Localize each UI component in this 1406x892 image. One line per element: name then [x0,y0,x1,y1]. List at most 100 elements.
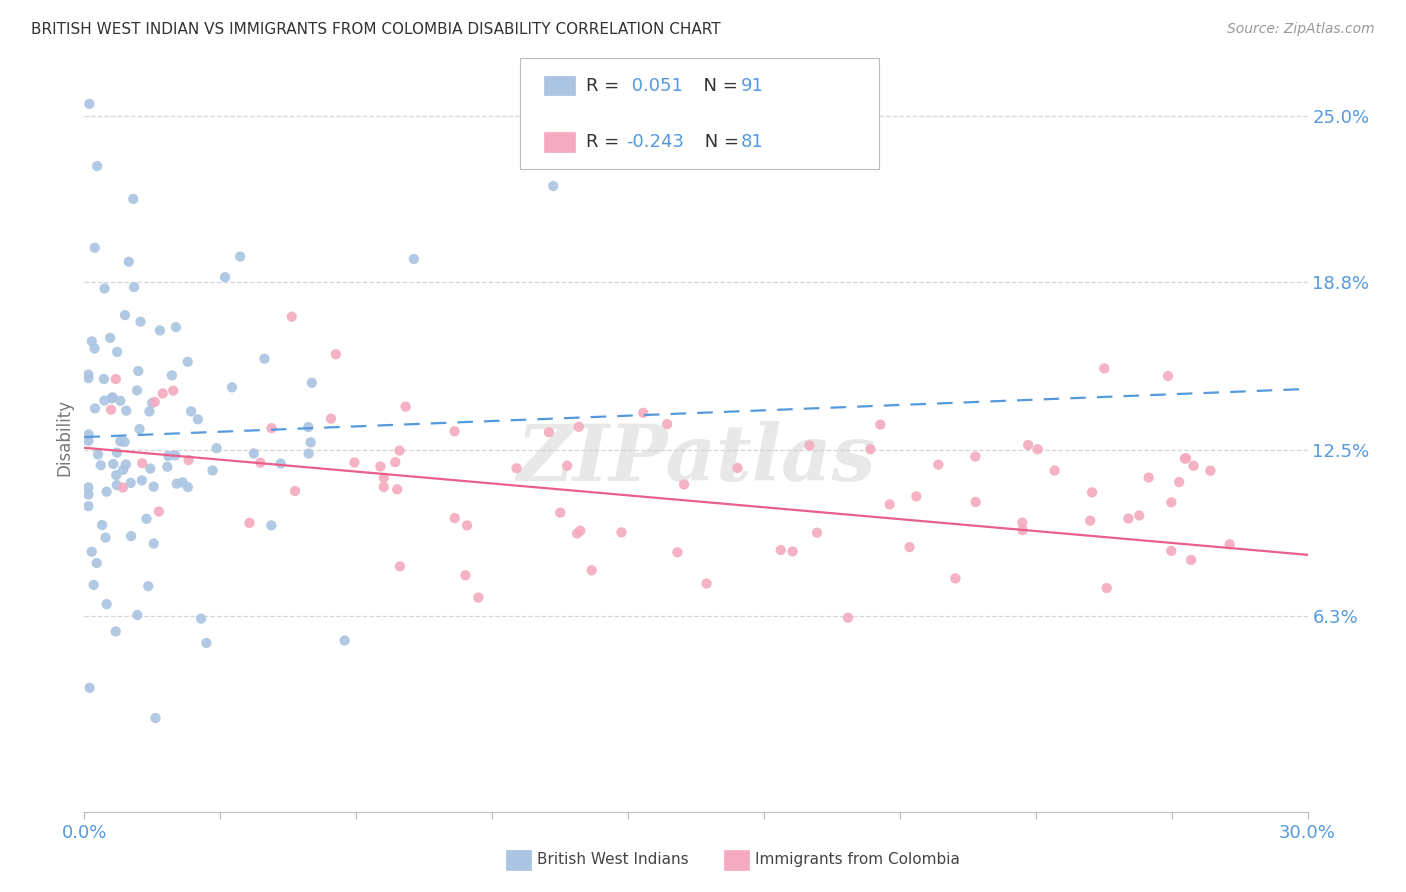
Y-axis label: Disability: Disability [55,399,73,475]
Point [128,422,150,436]
Point [148,504,170,518]
Point [105,468,128,483]
Point [139,461,162,475]
Point [83,241,105,255]
Point [727,461,749,475]
Point [1118,511,1140,525]
Point [1095,581,1118,595]
Point [114,308,136,322]
Point [782,544,804,558]
Point [142,480,165,494]
Point [115,458,138,472]
Point [77,499,100,513]
Point [77,434,100,448]
Point [927,458,949,472]
Point [86,159,108,173]
Point [83,342,105,356]
Point [141,396,163,410]
Point [297,420,319,434]
Point [145,711,167,725]
Point [165,320,187,334]
Point [299,435,322,450]
Text: -0.243: -0.243 [626,133,683,151]
Point [115,403,138,417]
Text: BRITISH WEST INDIAN VS IMMIGRANTS FROM COLOMBIA DISABILITY CORRELATION CHART: BRITISH WEST INDIAN VS IMMIGRANTS FROM C… [31,22,720,37]
Text: 0.051: 0.051 [626,77,682,95]
Point [131,474,153,488]
Point [135,512,157,526]
Point [696,576,718,591]
Point [657,417,679,432]
Point [260,518,283,533]
Point [110,434,132,449]
Point [127,608,149,623]
Point [373,480,395,494]
Point [180,404,202,418]
Point [548,506,571,520]
Point [672,477,695,491]
Point [806,525,828,540]
Point [333,633,356,648]
Point [149,323,172,337]
Point [84,401,107,416]
Point [325,347,347,361]
Point [177,480,200,494]
Point [443,424,465,438]
Point [162,384,184,398]
Point [280,310,302,324]
Point [125,384,148,398]
Point [98,331,121,345]
Point [537,425,560,440]
Point [143,395,166,409]
Point [1011,523,1033,537]
Point [568,419,591,434]
Text: Source: ZipAtlas.com: Source: ZipAtlas.com [1227,22,1375,37]
Point [90,458,112,473]
Text: N =: N = [692,77,744,95]
Point [631,406,654,420]
Point [79,681,101,695]
Point [238,516,260,530]
Point [388,443,411,458]
Point [284,483,307,498]
Point [610,525,633,540]
Point [122,192,145,206]
Point [769,543,792,558]
Point [229,250,252,264]
Point [859,442,882,457]
Point [86,556,108,570]
Point [454,568,477,582]
Point [443,511,465,525]
Point [565,526,588,541]
Point [467,591,489,605]
Point [136,579,159,593]
Point [1182,458,1205,473]
Point [1160,544,1182,558]
Point [157,449,180,463]
Point [1137,470,1160,484]
Point [1219,537,1241,551]
Point [370,459,392,474]
Point [96,597,118,611]
Point [395,400,418,414]
Point [91,518,114,533]
Point [253,351,276,366]
Point [384,455,406,469]
Point [298,447,321,461]
Point [249,456,271,470]
Text: ZIPatlas: ZIPatlas [516,421,876,498]
Point [385,483,408,497]
Point [160,368,183,383]
Point [1043,463,1066,477]
Point [1092,361,1115,376]
Point [221,380,243,394]
Point [77,371,100,385]
Point [1174,451,1197,466]
Point [177,453,200,467]
Point [127,364,149,378]
Point [114,434,136,449]
Point [402,252,425,266]
Point [93,372,115,386]
Text: N =: N = [699,133,745,151]
Point [79,97,101,112]
